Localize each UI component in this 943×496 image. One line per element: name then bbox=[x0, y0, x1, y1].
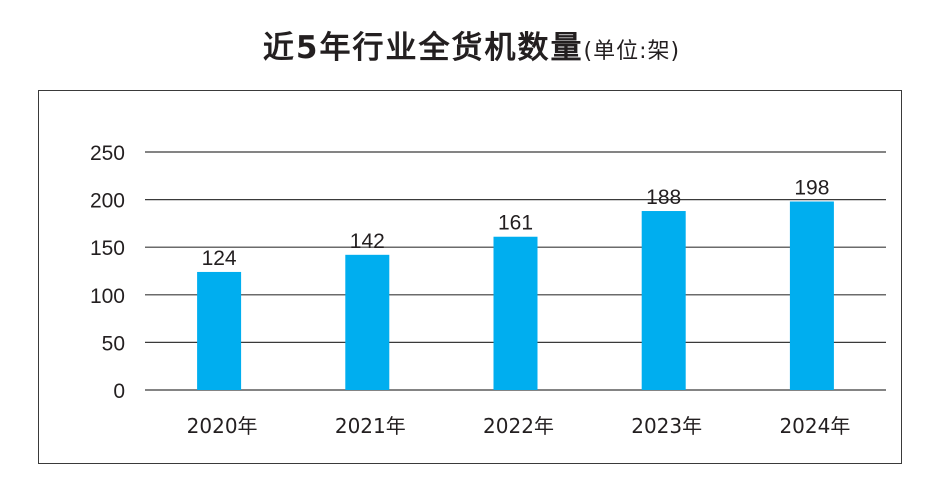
y-tick-label-150: 150 bbox=[90, 237, 125, 260]
data-label-2022年: 161 bbox=[498, 212, 533, 235]
data-label-2023年: 188 bbox=[646, 186, 681, 209]
data-label-2020年: 124 bbox=[202, 247, 237, 270]
x-tick-label-2021年: 2021年 bbox=[335, 414, 406, 438]
x-tick-label-2023年: 2023年 bbox=[631, 414, 702, 438]
bar-2021年 bbox=[345, 254, 390, 390]
chart-title-main: 近5年行业全货机数量 bbox=[262, 30, 584, 66]
x-tick-label-2020年: 2020年 bbox=[187, 414, 258, 438]
y-tick-label-100: 100 bbox=[90, 285, 125, 308]
y-tick-label-50: 50 bbox=[102, 332, 125, 355]
y-tick-label-250: 250 bbox=[90, 142, 125, 165]
chart-frame bbox=[38, 90, 902, 464]
y-tick-label-200: 200 bbox=[90, 190, 125, 213]
data-label-2021年: 142 bbox=[350, 230, 385, 253]
y-tick-label-0: 0 bbox=[113, 380, 125, 403]
bar-2024年 bbox=[789, 201, 834, 390]
data-label-2024年: 198 bbox=[794, 177, 829, 200]
x-tick-label-2024年: 2024年 bbox=[779, 414, 850, 438]
bar-2022年 bbox=[493, 236, 538, 390]
bar-2020年 bbox=[197, 271, 242, 390]
chart-title: 近5年行业全货机数量(单位:架) bbox=[0, 22, 943, 67]
bar-2023年 bbox=[641, 211, 686, 390]
chart-unit-note: (单位:架) bbox=[583, 39, 681, 64]
x-tick-label-2022年: 2022年 bbox=[483, 414, 554, 438]
